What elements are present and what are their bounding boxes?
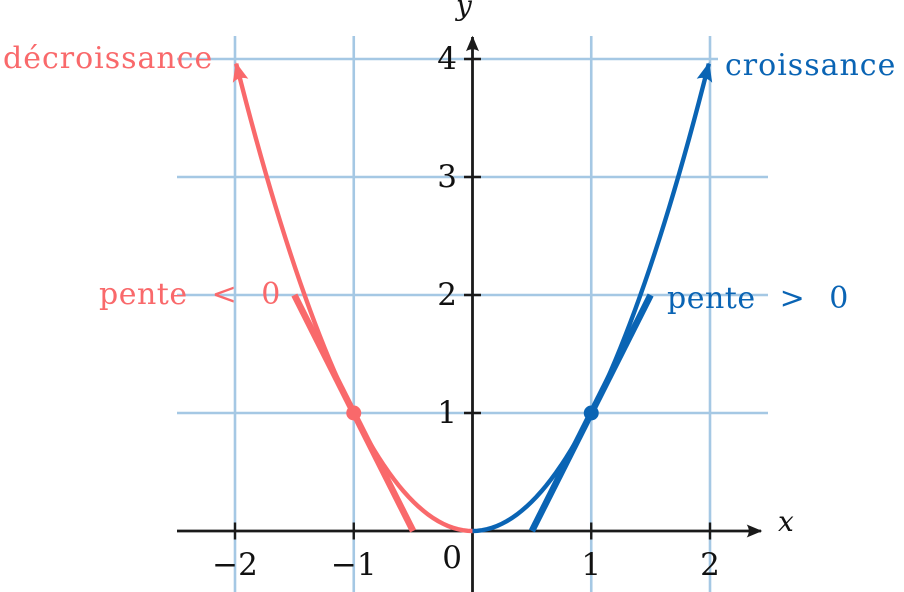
positive-slope-annotation: pente > 0 bbox=[667, 281, 849, 316]
decrease-annotation: décroissance bbox=[3, 41, 214, 76]
y-tick-label-3: 3 bbox=[437, 159, 457, 195]
y-tick-label-1: 1 bbox=[437, 395, 457, 431]
x-tick-label--2: −2 bbox=[212, 547, 258, 583]
y-tick-label-4: 4 bbox=[437, 41, 457, 77]
tangent-point-decrease bbox=[346, 405, 362, 421]
y-axis-label: y bbox=[456, 0, 472, 22]
origin-label: 0 bbox=[442, 540, 462, 576]
x-tick-label--1: −1 bbox=[330, 547, 377, 583]
x-tick-label-1: 1 bbox=[581, 547, 602, 583]
x-tick-label-2: 2 bbox=[700, 547, 720, 583]
negative-slope-annotation: pente < 0 bbox=[99, 277, 281, 312]
increase-annotation: croissance bbox=[721, 49, 897, 83]
x-axis-label: x bbox=[778, 505, 794, 538]
y-tick-label-2: 2 bbox=[437, 277, 457, 313]
tangent-point-increase bbox=[583, 405, 599, 421]
